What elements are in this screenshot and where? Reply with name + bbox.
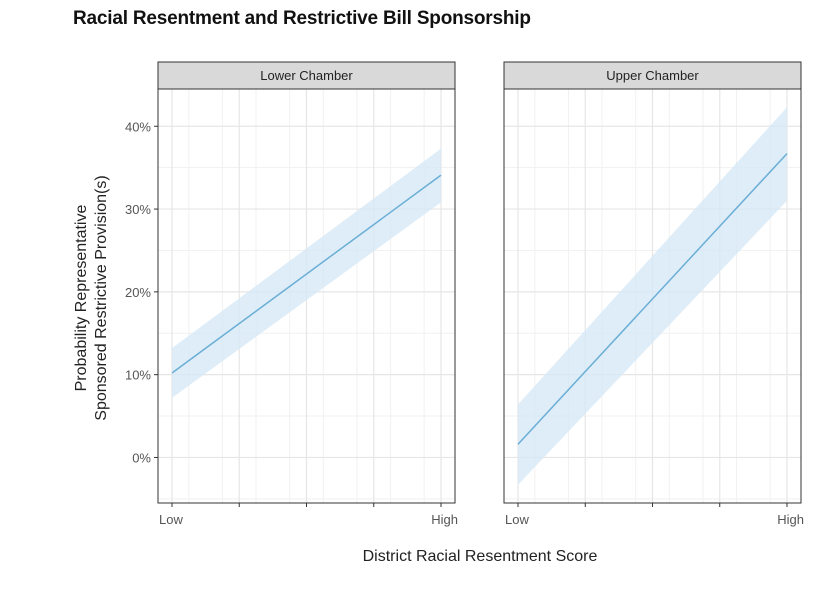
- panel-2: Upper Chamber Low High: [503, 61, 804, 527]
- facet-strip-label: Upper Chamber: [606, 68, 699, 83]
- y-tick-label: 10%: [125, 368, 151, 383]
- x-tick-label-high: High: [777, 512, 804, 527]
- x-axis-title: District Racial Resentment Score: [363, 548, 598, 565]
- prediction-line: [517, 153, 788, 445]
- x-tick-label-low: Low: [505, 512, 529, 527]
- confidence-band: [518, 107, 787, 485]
- facet-strip-label: Lower Chamber: [260, 68, 353, 83]
- y-tick-label: 30%: [125, 202, 151, 217]
- prediction-line: [171, 174, 442, 374]
- x-tick-label-low: Low: [159, 512, 183, 527]
- facet-strip: [503, 61, 802, 90]
- y-tick-label: 40%: [125, 119, 151, 134]
- y-axis-title-line-2: Sponsored Restrictive Provision(s): [93, 175, 110, 420]
- facet-strip: [157, 61, 456, 90]
- panel-1: Lower Chamber Low High 0% 10% 20% 30% 40%: [125, 61, 458, 527]
- y-tick-label: 0%: [132, 450, 151, 465]
- chart-title: Racial Resentment and Restrictive Bill S…: [73, 8, 531, 29]
- y-tick-label: 20%: [125, 285, 151, 300]
- y-axis-title-line-1: Probability Representative: [73, 205, 90, 392]
- x-tick-label-high: High: [431, 512, 458, 527]
